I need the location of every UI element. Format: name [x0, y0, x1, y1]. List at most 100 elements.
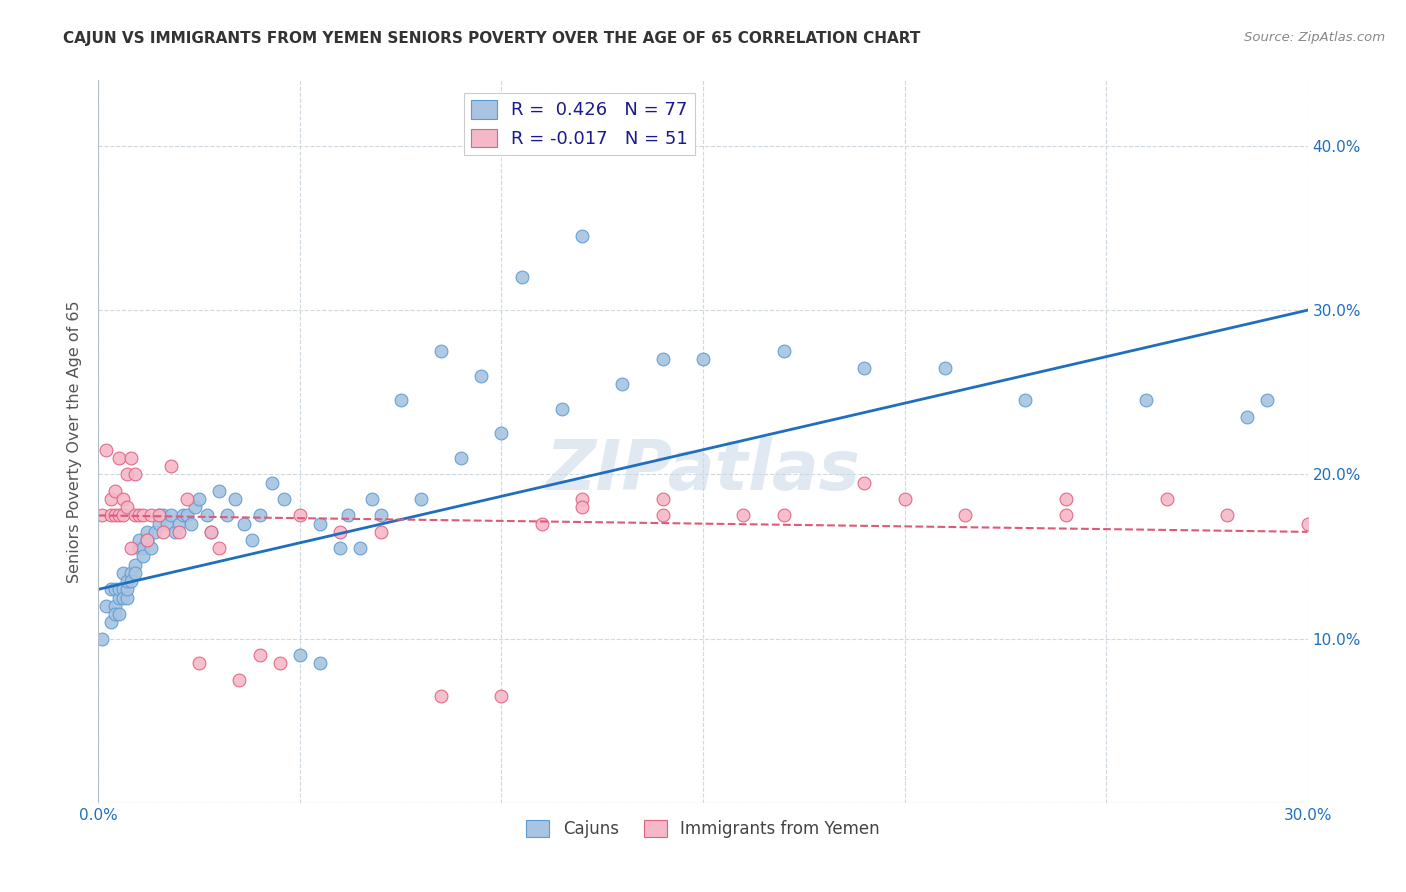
Point [571, 491, 593, 506]
Point [128, 508, 150, 523]
Point [491, 689, 513, 703]
Point [111, 582, 134, 597]
Point [692, 352, 714, 367]
Point [470, 368, 492, 383]
Point [115, 500, 138, 515]
Point [288, 648, 311, 662]
Point [430, 344, 453, 359]
Point [1236, 409, 1258, 424]
Point [240, 533, 263, 547]
Point [96, 599, 118, 613]
Point [349, 541, 371, 556]
Point [148, 508, 170, 523]
Point [103, 483, 125, 498]
Point [200, 524, 222, 539]
Point [100, 508, 122, 523]
Point [135, 524, 157, 539]
Point [651, 352, 673, 367]
Point [132, 508, 155, 523]
Text: ZIPatlas: ZIPatlas [546, 437, 860, 504]
Point [217, 508, 239, 523]
Point [188, 657, 211, 671]
Point [195, 508, 218, 523]
Point [772, 508, 794, 523]
Point [1216, 508, 1239, 523]
Point [530, 516, 553, 531]
Point [135, 533, 157, 547]
Point [176, 491, 198, 506]
Point [91, 632, 114, 646]
Point [120, 574, 142, 588]
Point [128, 541, 150, 556]
Point [107, 607, 129, 621]
Point [160, 508, 183, 523]
Point [139, 541, 162, 556]
Point [1054, 491, 1077, 506]
Point [612, 377, 634, 392]
Point [370, 508, 392, 523]
Point [269, 657, 291, 671]
Point [107, 582, 129, 597]
Point [853, 475, 876, 490]
Point [167, 524, 190, 539]
Point [1135, 393, 1157, 408]
Point [96, 442, 118, 457]
Point [1014, 393, 1036, 408]
Point [100, 615, 122, 630]
Point [571, 500, 593, 515]
Point [180, 516, 202, 531]
Text: Source: ZipAtlas.com: Source: ZipAtlas.com [1244, 31, 1385, 45]
Point [1054, 508, 1077, 523]
Point [651, 508, 673, 523]
Point [224, 491, 246, 506]
Point [953, 508, 976, 523]
Point [107, 508, 129, 523]
Point [176, 508, 198, 523]
Point [111, 491, 134, 506]
Point [1156, 491, 1178, 506]
Point [337, 508, 360, 523]
Point [128, 533, 150, 547]
Point [409, 491, 432, 506]
Point [124, 467, 146, 482]
Point [1296, 516, 1319, 531]
Point [103, 607, 125, 621]
Point [571, 229, 593, 244]
Point [249, 508, 271, 523]
Point [115, 467, 138, 482]
Point [288, 508, 311, 523]
Point [491, 426, 513, 441]
Point [232, 516, 254, 531]
Point [124, 558, 146, 572]
Point [163, 524, 186, 539]
Point [152, 524, 174, 539]
Point [309, 657, 332, 671]
Point [111, 591, 134, 605]
Point [1256, 393, 1278, 408]
Point [208, 483, 231, 498]
Point [389, 393, 412, 408]
Point [139, 508, 162, 523]
Point [148, 516, 170, 531]
Point [361, 491, 384, 506]
Point [148, 508, 170, 523]
Point [143, 524, 166, 539]
Point [152, 508, 174, 523]
Point [934, 360, 956, 375]
Point [111, 508, 134, 523]
Point [651, 491, 673, 506]
Point [120, 541, 142, 556]
Point [120, 450, 142, 465]
Point [120, 566, 142, 580]
Point [103, 599, 125, 613]
Point [260, 475, 283, 490]
Text: CAJUN VS IMMIGRANTS FROM YEMEN SENIORS POVERTY OVER THE AGE OF 65 CORRELATION CH: CAJUN VS IMMIGRANTS FROM YEMEN SENIORS P… [63, 31, 921, 46]
Point [103, 582, 125, 597]
Point [370, 524, 392, 539]
Point [228, 673, 250, 687]
Point [208, 541, 231, 556]
Point [115, 574, 138, 588]
Point [853, 360, 876, 375]
Point [160, 459, 183, 474]
Point [156, 516, 179, 531]
